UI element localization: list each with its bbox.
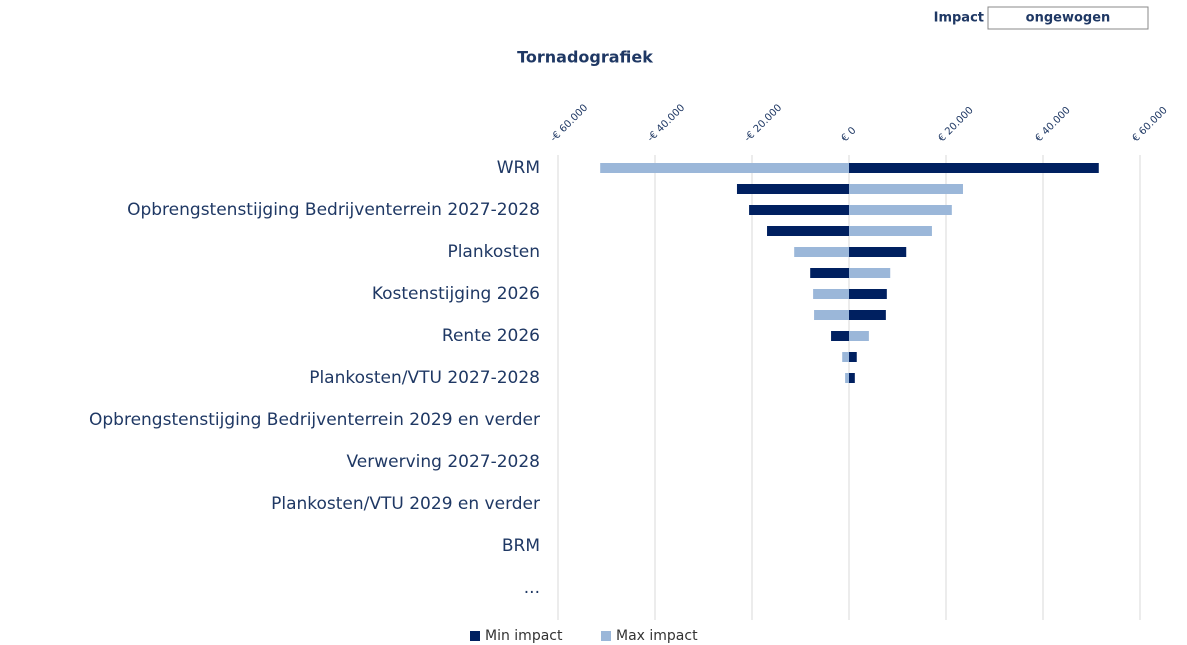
bar	[767, 226, 849, 236]
x-tick-label: -€ 60.000	[548, 102, 590, 144]
bar	[849, 352, 857, 362]
bar	[849, 163, 1099, 173]
category-label: Verwerving 2027-2028	[346, 452, 540, 472]
x-tick-label: € 0	[839, 125, 858, 144]
category-label: Opbrengstenstijging Bedrijventerrein 202…	[127, 200, 540, 220]
bar	[749, 205, 849, 215]
x-tick-label: € 20.000	[936, 105, 975, 144]
category-label: Opbrengstenstijging Bedrijventerrein 202…	[89, 410, 540, 430]
bar	[849, 226, 932, 236]
bar	[849, 373, 855, 383]
bar	[849, 268, 891, 278]
legend-swatch	[601, 631, 611, 641]
bar	[849, 331, 869, 341]
bar	[842, 352, 849, 362]
chart-title: Tornadografiek	[517, 48, 653, 67]
bar	[831, 331, 849, 341]
bar	[849, 289, 887, 299]
legend-label: Max impact	[616, 628, 698, 644]
category-label: Plankosten/VTU 2029 en verder	[271, 494, 540, 514]
bar	[600, 163, 849, 173]
category-label: WRM	[497, 158, 540, 178]
x-tick-label: -€ 20.000	[742, 102, 784, 144]
filter-value[interactable]: ongewogen	[1026, 11, 1111, 26]
bar	[849, 184, 963, 194]
category-label: Rente 2026	[442, 326, 540, 346]
bar	[810, 268, 849, 278]
category-label: BRM	[502, 536, 540, 556]
bar	[736, 184, 849, 194]
bar	[849, 205, 952, 215]
bar	[794, 247, 849, 257]
bar	[814, 310, 849, 320]
bar	[845, 373, 849, 383]
bar	[849, 247, 907, 257]
legend-label: Min impact	[485, 628, 563, 644]
bar	[849, 310, 886, 320]
filter-label: Impact	[934, 11, 984, 26]
filter-box[interactable]	[987, 6, 1149, 30]
legend-swatch	[470, 631, 480, 641]
bar	[813, 289, 849, 299]
category-label: ...	[524, 578, 540, 598]
category-label: Plankosten	[447, 242, 540, 262]
category-label: Plankosten/VTU 2027-2028	[309, 368, 540, 388]
x-tick-label: € 40.000	[1033, 105, 1072, 144]
category-label: Kostenstijging 2026	[372, 284, 540, 304]
x-tick-label: -€ 40.000	[645, 102, 687, 144]
x-tick-label: € 60.000	[1130, 105, 1169, 144]
